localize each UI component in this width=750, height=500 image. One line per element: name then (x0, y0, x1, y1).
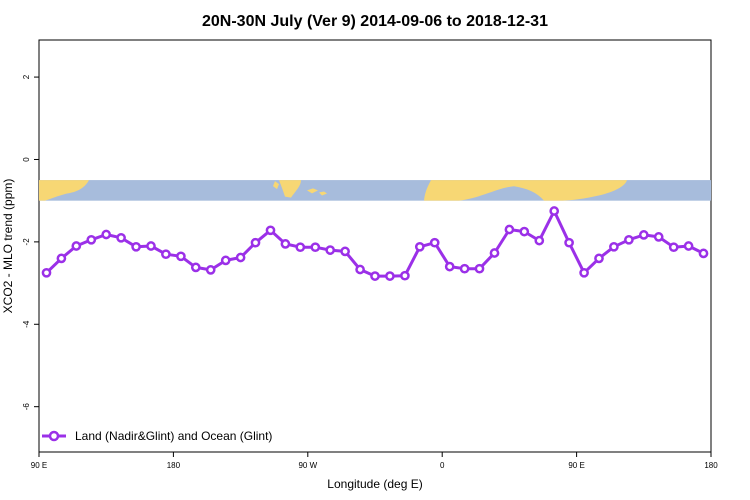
data-point (683, 241, 694, 251)
x-tick-label: 90 E (31, 461, 47, 470)
data-point (176, 251, 186, 262)
map-land-3 (307, 188, 318, 194)
data-point (280, 239, 291, 249)
data-point (504, 224, 515, 235)
x-tick-label: 180 (167, 461, 181, 470)
data-point (161, 249, 171, 260)
data-point (41, 267, 52, 278)
data-point (56, 253, 67, 264)
y-tick-label: -4 (22, 320, 31, 328)
x-tick-label: 90 E (568, 461, 584, 470)
y-tick-label: -2 (22, 238, 31, 246)
data-point (519, 226, 530, 237)
y-axis-label: XCO2 - MLO trend (ppm) (1, 179, 15, 314)
data-point (190, 262, 201, 273)
data-point (101, 229, 112, 240)
world-map-band (39, 180, 711, 201)
plot-frame (38, 39, 712, 453)
map-land-1 (273, 181, 279, 190)
data-point (594, 253, 604, 264)
x-axis: 90 E 180 90 W 0 90 E 180 (31, 452, 718, 470)
data-point (549, 206, 560, 216)
data-point (609, 241, 619, 252)
data-point (265, 225, 276, 236)
data-point (205, 265, 216, 275)
y-tick-label: 0 (22, 157, 31, 162)
data-point (624, 234, 634, 245)
data-point (355, 264, 365, 275)
series-layer (41, 206, 709, 281)
data-point (444, 261, 455, 272)
chart-title: 20N-30N July (Ver 9) 2014-09-06 to 2018-… (202, 13, 548, 30)
data-point (400, 270, 410, 281)
data-point (86, 234, 97, 245)
map-land-4 (319, 191, 327, 196)
y-tick-label: -6 (22, 403, 31, 411)
data-point (116, 232, 126, 243)
data-point (146, 241, 156, 251)
data-point (429, 237, 440, 248)
data-point (459, 263, 470, 274)
data-point (638, 230, 649, 240)
data-point (474, 263, 485, 274)
data-point (71, 241, 82, 251)
data-point (235, 252, 246, 263)
data-point (385, 271, 395, 281)
data-point (295, 242, 306, 253)
data-point (220, 255, 231, 266)
y-axis: 2 0 -2 -4 -6 (22, 74, 39, 410)
data-point (310, 242, 321, 253)
data-point (370, 271, 380, 281)
series-line (45, 209, 705, 278)
data-point (668, 242, 679, 253)
map-land-5 (424, 180, 627, 201)
data-point (564, 237, 574, 248)
data-point (340, 246, 350, 257)
x-axis-label: Longitude (deg E) (327, 477, 422, 491)
data-point (653, 232, 664, 242)
data-point (250, 237, 261, 248)
x-tick-label: 0 (440, 461, 445, 470)
x-tick-label: 180 (704, 461, 718, 470)
legend: Land (Nadir&Glint) and Ocean (Glint) (42, 429, 272, 443)
data-point (534, 235, 545, 246)
legend-marker (48, 430, 60, 442)
data-point (325, 245, 336, 255)
y-tick-label: 2 (22, 74, 31, 79)
data-point (698, 248, 709, 259)
data-point (131, 241, 141, 252)
map-land-2 (279, 180, 301, 198)
map-land-0 (39, 180, 89, 201)
legend-label: Land (Nadir&Glint) and Ocean (Glint) (75, 429, 272, 443)
data-point (414, 241, 425, 252)
data-point (579, 267, 589, 278)
data-point (489, 248, 500, 258)
x-tick-label: 90 W (298, 461, 317, 470)
